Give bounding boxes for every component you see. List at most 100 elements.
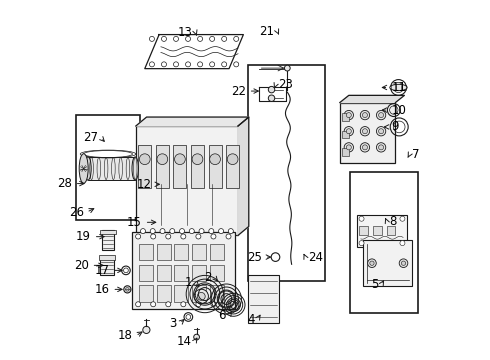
Circle shape [211,234,216,239]
Circle shape [194,289,208,303]
Circle shape [173,62,178,67]
Polygon shape [238,117,249,235]
Circle shape [173,36,178,41]
Bar [136,126,238,235]
Circle shape [196,234,201,239]
Bar [100,256,114,275]
Circle shape [346,145,351,150]
Circle shape [162,62,167,67]
Circle shape [196,302,201,307]
Bar [156,145,169,188]
Bar [209,145,221,188]
Circle shape [376,111,386,120]
Text: 6: 6 [219,309,226,322]
Circle shape [174,154,185,165]
Circle shape [197,292,205,300]
Circle shape [379,145,384,150]
Circle shape [186,62,191,67]
Circle shape [181,234,186,239]
Circle shape [211,302,216,307]
Polygon shape [340,95,404,103]
Text: 28: 28 [57,177,72,190]
Circle shape [151,302,156,307]
Bar [248,275,279,323]
Circle shape [360,143,369,152]
Circle shape [149,62,154,67]
Circle shape [189,229,195,234]
Text: 5: 5 [371,278,378,291]
Bar [99,255,115,260]
Bar [191,145,204,188]
Circle shape [368,259,376,267]
Circle shape [234,36,239,41]
Circle shape [139,154,150,165]
Ellipse shape [132,157,139,180]
Circle shape [234,62,239,67]
Bar [101,230,115,250]
Bar [210,285,224,302]
Circle shape [150,229,155,234]
Text: 18: 18 [118,329,133,342]
Circle shape [363,129,368,134]
Circle shape [136,302,141,307]
Text: 1: 1 [184,276,192,289]
Bar [138,145,151,188]
Circle shape [226,234,231,239]
Circle shape [269,86,275,93]
Circle shape [209,229,214,234]
Circle shape [379,113,384,118]
Text: 16: 16 [95,283,109,296]
Circle shape [125,288,129,291]
Circle shape [399,259,408,267]
Bar [387,226,395,235]
Bar [88,157,135,180]
Circle shape [360,127,369,136]
Bar [373,226,382,235]
Text: 15: 15 [127,216,142,229]
Circle shape [401,261,406,265]
Text: 13: 13 [178,26,193,39]
Bar [210,265,224,281]
Circle shape [166,234,171,239]
Circle shape [221,62,227,67]
Text: 10: 10 [392,104,406,117]
Bar [192,244,206,260]
Circle shape [346,129,351,134]
Bar [100,230,116,234]
Circle shape [181,302,186,307]
Circle shape [376,127,386,136]
Ellipse shape [79,154,88,183]
Bar [139,244,153,260]
Bar [363,240,413,286]
Bar [174,265,188,281]
Text: 17: 17 [95,264,109,277]
Ellipse shape [85,157,91,180]
Circle shape [344,143,353,152]
Circle shape [162,36,167,41]
Bar [139,265,153,281]
Text: 12: 12 [137,178,152,191]
Circle shape [197,62,202,67]
Text: 7: 7 [412,148,419,161]
Circle shape [346,113,351,118]
Circle shape [124,286,131,293]
Circle shape [141,229,146,234]
Circle shape [344,127,353,136]
Bar [350,172,418,314]
Text: 9: 9 [392,121,399,134]
Bar [157,285,171,302]
Circle shape [344,111,353,120]
Circle shape [360,111,369,120]
Text: 21: 21 [259,25,274,38]
Circle shape [400,216,405,221]
Text: 25: 25 [247,251,262,264]
Circle shape [160,229,165,234]
Text: 8: 8 [390,215,397,228]
Bar [174,244,188,260]
Bar [157,244,171,260]
Circle shape [166,302,171,307]
Circle shape [359,216,364,221]
Circle shape [370,261,374,265]
Circle shape [376,143,386,152]
Circle shape [269,95,275,102]
